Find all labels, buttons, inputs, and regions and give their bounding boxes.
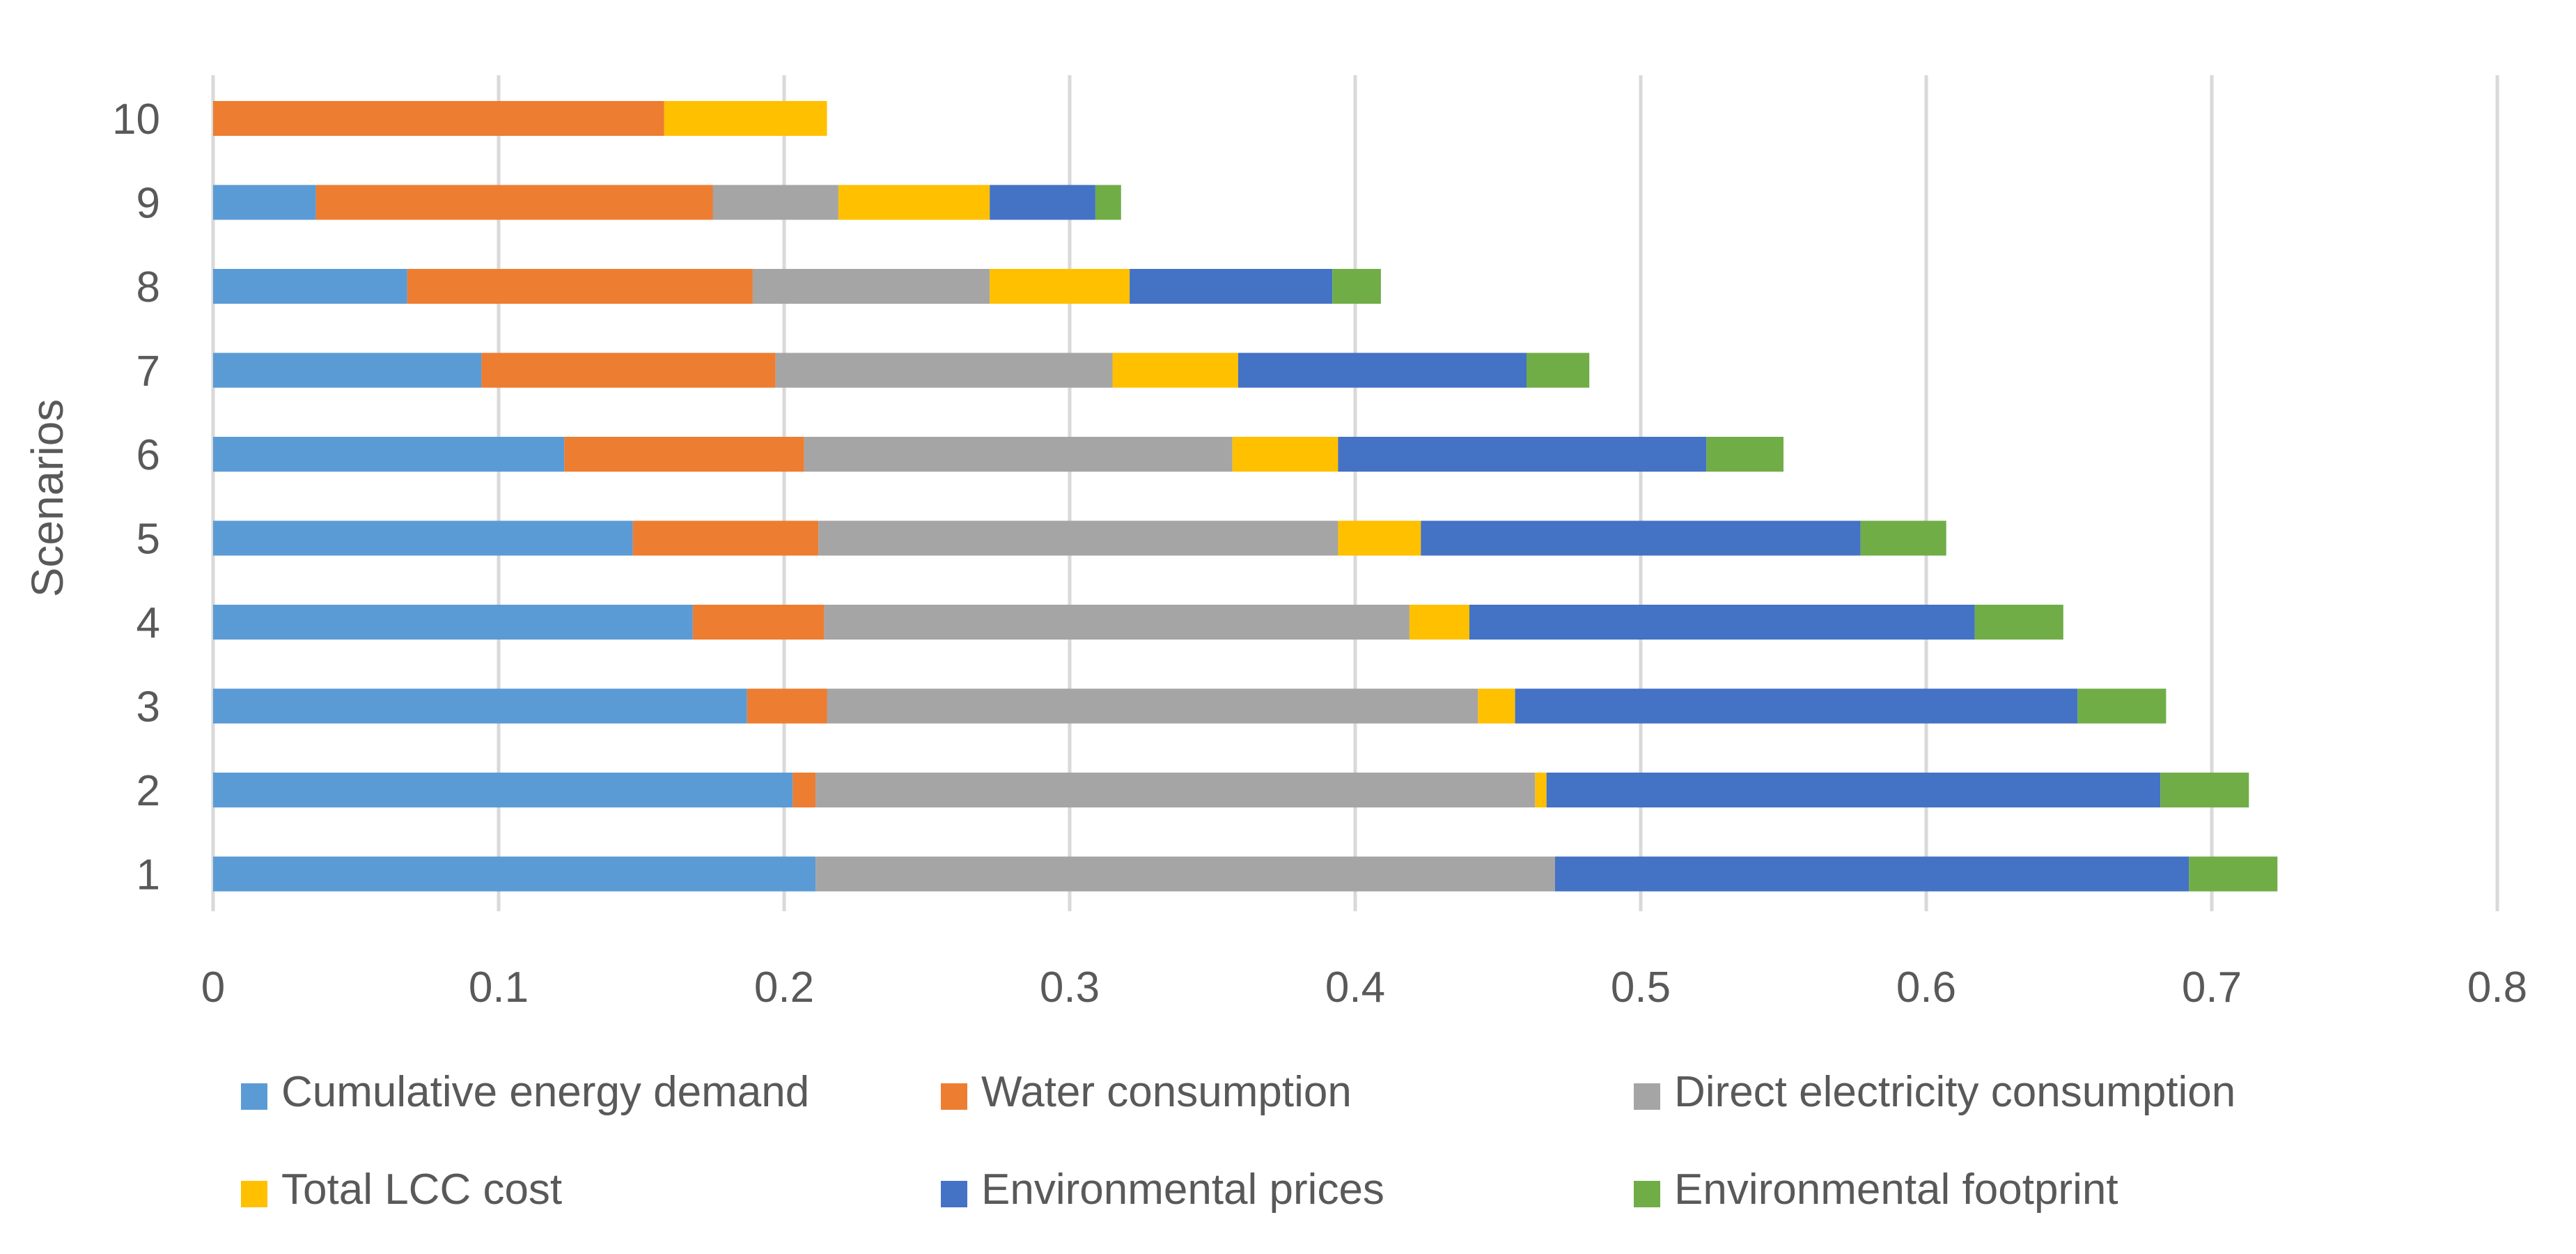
y-tick-label: 10 <box>112 95 160 144</box>
legend-label: Direct electricity consumption <box>1674 1068 2235 1116</box>
bar-segment <box>815 856 1555 892</box>
x-tick-label: 0.8 <box>2467 963 2527 1012</box>
bar-segment <box>213 605 693 640</box>
bar-segment <box>1546 773 2161 807</box>
bar-segment <box>692 605 825 640</box>
bar-segment <box>2160 773 2249 807</box>
legend-label: Environmental footprint <box>1674 1166 2118 1214</box>
bar-segment <box>664 101 827 136</box>
bar-segment <box>793 773 816 807</box>
y-tick-label: 6 <box>136 431 160 479</box>
y-tick-label: 9 <box>136 180 160 228</box>
x-tick-label: 0 <box>201 963 225 1012</box>
bar-segment <box>1515 688 2078 724</box>
bar-segment <box>213 520 633 556</box>
y-tick-label: 1 <box>136 851 160 899</box>
legend-swatch <box>241 1083 267 1110</box>
bar-segment <box>1555 856 2189 892</box>
bar-segment <box>818 520 1338 556</box>
y-tick-label: 8 <box>136 263 160 311</box>
y-tick-label: 7 <box>136 348 160 396</box>
x-tick-label: 0.6 <box>1896 963 1956 1012</box>
legend-swatch <box>1634 1181 1660 1207</box>
y-tick-label: 5 <box>136 516 160 564</box>
bar-segment <box>632 520 819 556</box>
bar-segment <box>1527 353 1590 388</box>
bar-segment <box>1238 353 1527 388</box>
y-tick-label: 3 <box>136 683 160 732</box>
bar-segment <box>1338 520 1421 556</box>
bar-segment <box>1232 437 1338 472</box>
bar-segment <box>315 185 713 220</box>
bar-segment <box>407 269 753 304</box>
bar-segment <box>1860 520 1946 556</box>
legend-label: Water consumption <box>981 1068 1352 1116</box>
bar-segment <box>213 269 407 304</box>
bar-segment <box>1332 269 1381 304</box>
bar-segment <box>775 353 1113 388</box>
x-tick-label: 0.1 <box>469 963 529 1012</box>
bar-segment <box>747 688 827 724</box>
bar-segment <box>824 605 1410 640</box>
bar-segment <box>213 773 793 807</box>
bar-segment <box>213 437 565 472</box>
bar-segment <box>752 269 990 304</box>
x-tick-label: 0.4 <box>1325 963 1385 1012</box>
bar-segment <box>804 437 1233 472</box>
bar-segment <box>1112 353 1238 388</box>
bar-segment <box>838 185 990 220</box>
bar-segment <box>1478 688 1515 724</box>
bar-segment <box>1130 269 1333 304</box>
bar-segment <box>1338 437 1707 472</box>
bars <box>213 101 2278 892</box>
bar-segment <box>1409 605 1469 640</box>
bar-segment <box>213 185 316 220</box>
legend: Cumulative energy demand Water consumptio… <box>241 1068 2235 1214</box>
legend-swatch <box>241 1181 267 1207</box>
legend-swatch <box>941 1181 967 1207</box>
y-tick-label: 4 <box>136 599 160 647</box>
legend-label: Cumulative energy demand <box>281 1068 809 1116</box>
legend-swatch <box>941 1083 967 1110</box>
bar-segment <box>827 688 1478 724</box>
x-tick-label: 0.5 <box>1611 963 1671 1012</box>
bar-segment <box>1421 520 1861 556</box>
bar-segment <box>564 437 804 472</box>
legend-label: Environmental prices <box>981 1166 1384 1214</box>
legend-label: Total LCC cost <box>281 1166 562 1214</box>
bar-segment <box>990 185 1095 220</box>
x-tick-label: 0.3 <box>1040 963 1100 1012</box>
bar-segment <box>990 269 1130 304</box>
bar-segment <box>815 773 1536 807</box>
axes: 0 0.1 0.2 0.3 0.4 0.5 0.6 0.7 0.8 1 2 3 4 5 6 7 8 9 10 <box>112 95 2527 1012</box>
bar-segment <box>1095 185 1121 220</box>
bar-segment <box>2077 688 2167 724</box>
y-axis-title: Scenarios <box>22 399 72 598</box>
bar-segment <box>1469 605 1975 640</box>
bar-segment <box>712 185 838 220</box>
bar-segment <box>481 353 776 388</box>
bar-segment <box>2189 856 2278 892</box>
x-tick-label: 0.7 <box>2182 963 2242 1012</box>
legend-swatch <box>1634 1083 1660 1110</box>
bar-segment <box>1974 605 2063 640</box>
x-tick-label: 0.2 <box>754 963 814 1012</box>
bar-segment <box>213 353 482 388</box>
y-tick-label: 2 <box>136 767 160 815</box>
bar-segment <box>213 101 664 136</box>
bar-segment <box>1706 437 1783 472</box>
bar-segment <box>213 688 747 724</box>
bar-segment <box>1535 773 1547 807</box>
bar-segment <box>213 856 816 892</box>
